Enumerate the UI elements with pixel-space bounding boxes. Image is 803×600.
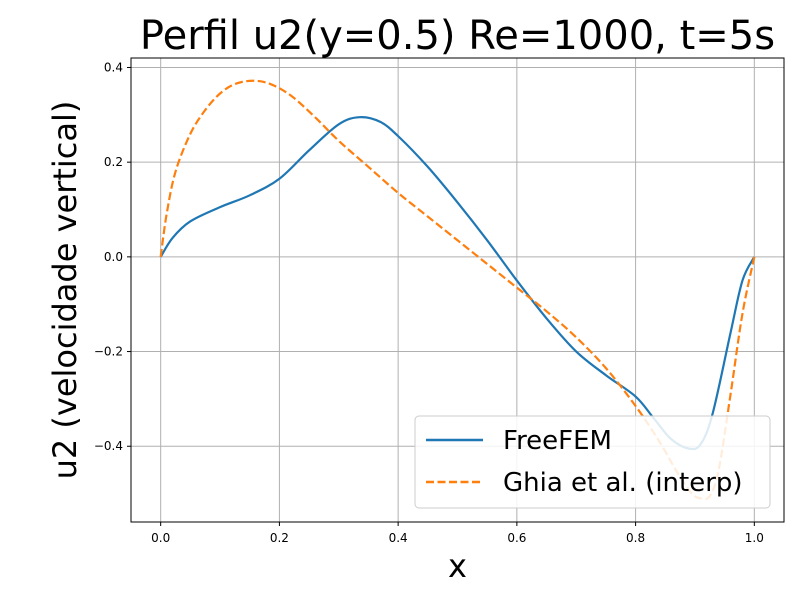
plot-frame <box>130 57 785 523</box>
legend-box <box>414 415 771 509</box>
y-tick-label: 0.2 <box>104 155 123 169</box>
legend-label-ghia: Ghia et al. (interp) <box>503 468 743 498</box>
y-tick-label: 0.0 <box>104 250 123 264</box>
y-tick-label: −0.2 <box>94 345 123 359</box>
x-tick-label: 0.4 <box>389 531 408 545</box>
y-tick-label: 0.4 <box>104 60 123 74</box>
x-axis-label: x <box>448 547 467 585</box>
legend-label-freefem: FreeFEM <box>503 426 612 456</box>
x-tick-label: 0.0 <box>151 531 170 545</box>
y-tick-label: −0.4 <box>94 439 123 453</box>
chart-title: Perfil u2(y=0.5) Re=1000, t=5s <box>140 13 775 59</box>
series-line-ghia <box>159 79 756 501</box>
axis-ticks: 0.0 0.2 0.4 0.6 0.8 1.0 −0.4 −0.2 0.0 0.2 0.4 <box>94 60 764 545</box>
x-tick-label: 0.6 <box>507 531 526 545</box>
x-tick-label: 1.0 <box>745 531 764 545</box>
legend: FreeFEM Ghia et al. (interp) <box>414 415 771 509</box>
x-tick-label: 0.8 <box>626 531 645 545</box>
y-axis-label: u2 (velocidade vertical) <box>46 101 84 480</box>
x-tick-label: 0.2 <box>270 531 289 545</box>
